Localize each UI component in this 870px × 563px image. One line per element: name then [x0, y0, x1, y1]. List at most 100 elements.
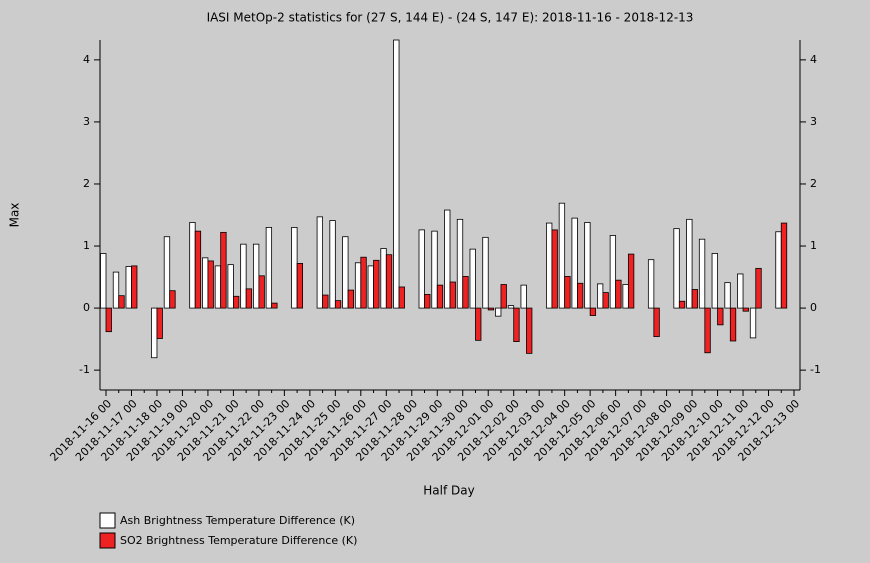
- bar: [673, 228, 680, 309]
- bar: [334, 300, 342, 309]
- y-tick-label: -1: [79, 363, 90, 376]
- bar: [240, 243, 247, 309]
- bar: [475, 307, 482, 341]
- bar: [271, 302, 278, 309]
- bar: [380, 248, 387, 309]
- bar: [678, 300, 686, 309]
- bar: [571, 217, 578, 309]
- bar: [202, 257, 209, 309]
- bar: [291, 227, 298, 309]
- bar: [704, 307, 711, 354]
- bar: [431, 230, 438, 309]
- bar: [729, 307, 737, 342]
- bar: [252, 243, 260, 309]
- bar: [245, 288, 253, 309]
- bar: [495, 307, 502, 317]
- chart-title: IASI MetOp-2 statistics for (27 S, 144 E…: [207, 11, 694, 25]
- bar: [296, 263, 304, 309]
- bar: [100, 253, 107, 309]
- bar: [686, 218, 693, 309]
- bar: [564, 276, 571, 309]
- bar: [551, 229, 558, 309]
- y2-tick-label: 4: [810, 53, 817, 66]
- bar: [118, 295, 125, 309]
- bar: [418, 229, 425, 309]
- bar: [546, 222, 553, 309]
- bar: [749, 307, 757, 339]
- bar: [342, 236, 349, 309]
- bar: [558, 202, 566, 309]
- bar: [151, 307, 158, 359]
- bar: [717, 307, 724, 326]
- legend-label: Ash Brightness Temperature Difference (K…: [120, 514, 355, 527]
- bar: [322, 294, 329, 309]
- bar: [584, 222, 591, 309]
- bar: [737, 273, 744, 309]
- bar: [393, 39, 400, 309]
- bar: [347, 289, 354, 309]
- bar: [258, 275, 265, 309]
- bar: [775, 231, 782, 309]
- y-tick-label: 1: [83, 239, 90, 252]
- legend-swatch: [99, 512, 116, 529]
- bar: [316, 216, 323, 309]
- bar: [233, 295, 240, 309]
- y-axis-label: Max: [8, 203, 22, 228]
- bar: [622, 284, 629, 309]
- bar: [214, 265, 222, 309]
- y-tick-label: 2: [83, 177, 90, 190]
- bar: [755, 267, 762, 309]
- y2-tick-label: 2: [810, 177, 817, 190]
- bar: [112, 271, 120, 309]
- bar: [462, 276, 469, 309]
- y-tick-label: 3: [83, 115, 90, 128]
- bar: [227, 264, 234, 309]
- x-axis-label: Half Day: [423, 484, 474, 498]
- bar: [469, 248, 476, 309]
- bar: [487, 307, 495, 311]
- bar: [265, 227, 273, 309]
- bar: [507, 305, 515, 309]
- bar: [482, 236, 489, 309]
- bar: [577, 282, 584, 309]
- y-tick-label: 0: [83, 301, 90, 314]
- bar: [194, 230, 202, 309]
- bar: [698, 238, 706, 309]
- bar: [449, 281, 456, 309]
- bar: [742, 307, 749, 312]
- bar: [156, 307, 163, 339]
- bar: [780, 222, 788, 309]
- bar: [456, 218, 464, 309]
- bar: [691, 289, 698, 309]
- bar: [500, 284, 507, 309]
- bar: [329, 220, 336, 309]
- y-tick-label: 4: [83, 53, 90, 66]
- bar: [169, 290, 176, 309]
- bar: [596, 283, 604, 309]
- bar: [131, 265, 138, 309]
- bar: [602, 292, 609, 309]
- bar: [711, 253, 718, 309]
- y2-tick-label: 0: [810, 301, 817, 314]
- legend-swatch: [99, 532, 116, 549]
- bar: [513, 307, 520, 342]
- bar: [105, 307, 112, 333]
- bar: [207, 260, 214, 309]
- bar: [424, 294, 431, 309]
- bar: [627, 253, 635, 309]
- bar: [609, 235, 617, 309]
- bar: [367, 265, 374, 309]
- bar: [436, 284, 444, 309]
- bar: [724, 282, 731, 309]
- y2-tick-label: 3: [810, 115, 817, 128]
- bar: [360, 256, 367, 309]
- bar: [444, 209, 451, 309]
- bar: [615, 279, 622, 309]
- bar: [653, 307, 660, 338]
- bar: [526, 307, 533, 354]
- bar: [373, 259, 380, 309]
- bar: [520, 284, 527, 309]
- y2-tick-label: 1: [810, 239, 817, 252]
- bar: [354, 262, 362, 309]
